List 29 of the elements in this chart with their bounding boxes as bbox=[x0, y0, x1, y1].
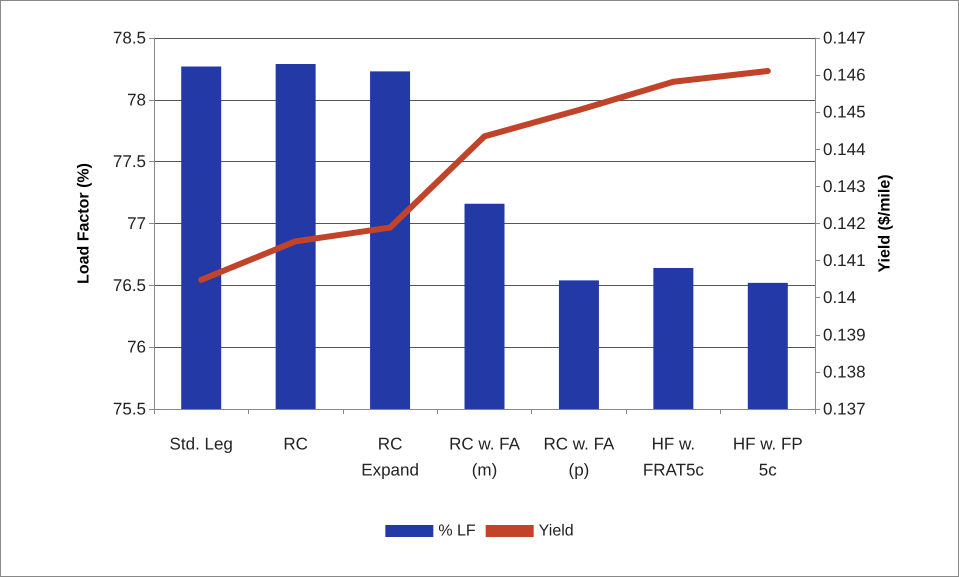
y-tick-label: 78 bbox=[127, 90, 146, 110]
x-tick-label: RC bbox=[283, 434, 308, 454]
y2-tick-label: 0.147 bbox=[823, 28, 866, 48]
y2-tick-label: 0.138 bbox=[823, 362, 866, 382]
y2-tick-label: 0.142 bbox=[823, 214, 866, 233]
y-axis-title: Load Factor (%) bbox=[76, 163, 92, 284]
y-tick-label: 78.5 bbox=[112, 28, 146, 48]
x-tick-label: RC w. FA (m) bbox=[449, 434, 521, 480]
y2-tick-label: 0.139 bbox=[823, 325, 866, 344]
x-tick-label: RC w. FA (p) bbox=[544, 434, 616, 480]
x-tick-label: Std. Leg bbox=[170, 434, 233, 454]
legend-label: Yield bbox=[538, 522, 574, 540]
y2-tick-label: 0.146 bbox=[823, 66, 866, 85]
legend-label: % LF bbox=[438, 522, 476, 540]
y-tick-label: 77.5 bbox=[112, 152, 146, 172]
x-tick-label: HF w. FP 5c bbox=[732, 434, 803, 480]
y2-tick-label: 0.145 bbox=[823, 102, 866, 122]
y-tick-label: 76.5 bbox=[112, 276, 146, 295]
y2-tick-label: 0.143 bbox=[823, 176, 866, 196]
y2-tick-label: 0.14 bbox=[823, 288, 856, 308]
x-tick-label: RC Expand bbox=[361, 434, 419, 480]
y2-axis-title: Yield ($/mile) bbox=[876, 174, 894, 273]
x-tick-label: HF w. FRAT5c bbox=[642, 434, 704, 480]
y2-tick-label: 0.144 bbox=[823, 140, 866, 159]
y-tick-label: 77 bbox=[127, 214, 146, 233]
y2-tick-label: 0.141 bbox=[823, 251, 866, 270]
y2-tick-label: 0.137 bbox=[823, 400, 866, 418]
y-tick-label: 76 bbox=[127, 338, 146, 357]
y-tick-label: 75.5 bbox=[112, 400, 146, 418]
